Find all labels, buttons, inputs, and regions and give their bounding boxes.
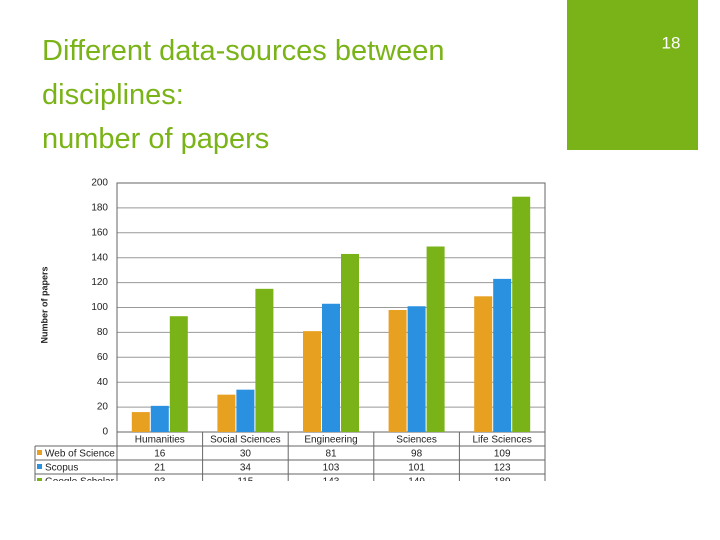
table-value: 101 bbox=[408, 463, 425, 474]
legend-swatch bbox=[37, 464, 42, 469]
y-tick-label: 40 bbox=[97, 377, 109, 388]
bar bbox=[512, 196, 531, 432]
table-value: 115 bbox=[237, 477, 253, 488]
table-value: 123 bbox=[494, 463, 511, 474]
y-tick-label: 180 bbox=[91, 203, 108, 214]
bar bbox=[169, 316, 188, 432]
title-line: disciplines: bbox=[42, 79, 184, 111]
legend-label: Google Scholar bbox=[45, 477, 115, 488]
x-tick-label: Social Sciences bbox=[210, 435, 281, 446]
table-value: 16 bbox=[154, 449, 166, 460]
chart: 0 20 40 60 80 100 120 140 160 180 200 Humanities 16 2… bbox=[34, 178, 546, 488]
y-tick-label: 20 bbox=[97, 402, 109, 413]
x-tick-label: Life Sciences bbox=[472, 435, 531, 446]
y-axis-label: Number of papers bbox=[39, 266, 49, 343]
bar bbox=[341, 253, 359, 432]
legend-label: Scopus bbox=[45, 463, 78, 474]
x-tick-label: Sciences bbox=[396, 435, 437, 446]
x-tick-label: Engineering bbox=[304, 435, 357, 446]
y-tick-label: 120 bbox=[91, 277, 108, 288]
y-tick-label: 140 bbox=[91, 252, 108, 263]
y-tick-label: 160 bbox=[91, 227, 108, 238]
table-value: 98 bbox=[411, 449, 423, 460]
table-value: 34 bbox=[240, 463, 252, 474]
y-tick-label: 0 bbox=[102, 427, 108, 438]
bar bbox=[388, 309, 407, 432]
table-value: 149 bbox=[408, 477, 425, 488]
x-tick-label: Humanities bbox=[135, 435, 185, 446]
legend-label: Web of Science bbox=[45, 449, 115, 460]
bar bbox=[407, 306, 426, 432]
y-tick-label: 100 bbox=[91, 302, 108, 313]
legend-swatch bbox=[37, 478, 42, 481]
page-number: 18 bbox=[662, 33, 681, 52]
y-tick-label: 60 bbox=[97, 352, 109, 363]
y-tick-label: 80 bbox=[97, 327, 109, 338]
bar bbox=[322, 303, 340, 432]
table-value: 103 bbox=[323, 463, 340, 474]
page-number-box bbox=[567, 0, 698, 150]
title-line: Different data-sources between bbox=[42, 35, 444, 67]
legend-swatch bbox=[37, 450, 42, 455]
table-value: 81 bbox=[325, 449, 337, 460]
table-value: 30 bbox=[240, 449, 252, 460]
bar bbox=[217, 394, 236, 432]
bar bbox=[493, 278, 512, 432]
table-value: 143 bbox=[323, 477, 340, 488]
table-value: 21 bbox=[154, 463, 166, 474]
bar bbox=[236, 389, 255, 432]
bar bbox=[150, 405, 169, 432]
title-line: number of papers bbox=[42, 123, 269, 155]
bar bbox=[303, 331, 321, 432]
table-value: 109 bbox=[494, 449, 511, 460]
bar bbox=[131, 412, 150, 432]
table-value: 189 bbox=[494, 477, 511, 488]
bar bbox=[474, 296, 493, 432]
y-tick-label: 200 bbox=[91, 178, 108, 189]
table-value: 93 bbox=[154, 477, 166, 488]
bar bbox=[255, 288, 274, 432]
bar bbox=[426, 246, 445, 432]
